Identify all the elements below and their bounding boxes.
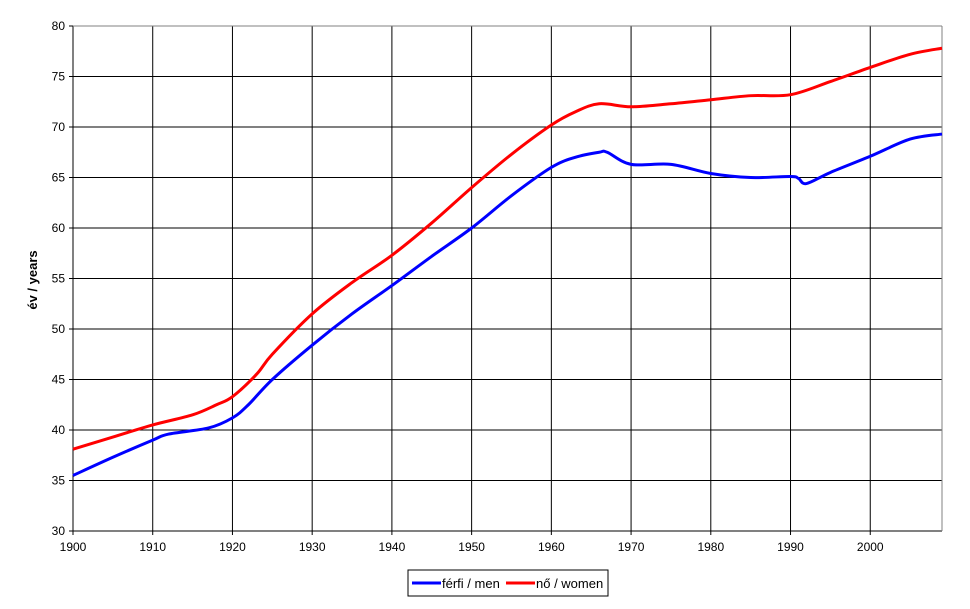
- x-tick-label: 1960: [538, 540, 565, 554]
- y-tick-label: 75: [52, 70, 66, 84]
- series-lines: [72, 46, 943, 477]
- y-tick-label: 65: [52, 171, 66, 185]
- y-tick-label: 55: [52, 272, 66, 286]
- series-line-men: [72, 132, 943, 477]
- x-tick-label: 1910: [139, 540, 166, 554]
- y-tick-label: 40: [52, 423, 66, 437]
- x-tick-label: 1950: [458, 540, 485, 554]
- y-tick-label: 70: [52, 120, 66, 134]
- x-tick-label: 1940: [379, 540, 406, 554]
- x-tick-label: 1990: [777, 540, 804, 554]
- y-tick-label: 60: [52, 221, 66, 235]
- x-tick-label: 1980: [697, 540, 724, 554]
- y-axis-ticks: 30 35 40 45 50 55 60 65 70 75 80: [52, 19, 73, 538]
- x-tick-label: 1930: [299, 540, 326, 554]
- x-tick-label: 1970: [618, 540, 645, 554]
- y-tick-label: 30: [52, 524, 66, 538]
- legend-label-men: férfi / men: [442, 576, 500, 591]
- y-tick-label: 35: [52, 474, 66, 488]
- x-tick-label: 1920: [219, 540, 246, 554]
- x-tick-label: 1900: [60, 540, 87, 554]
- series-line-women: [72, 46, 943, 451]
- x-axis-ticks: 1900 1910 1920 1930 1940 1950 1960 1970 1980 1990…: [60, 531, 884, 554]
- y-tick-label: 45: [52, 373, 66, 387]
- y-tick-label: 50: [52, 322, 66, 336]
- x-tick-label: 2000: [857, 540, 884, 554]
- legend-label-women: nő / women: [536, 576, 603, 591]
- y-tick-label: 80: [52, 19, 66, 33]
- y-axis-label: év / years: [25, 250, 40, 309]
- legend: férfi / men nő / women: [407, 569, 609, 597]
- grid: [72, 25, 943, 532]
